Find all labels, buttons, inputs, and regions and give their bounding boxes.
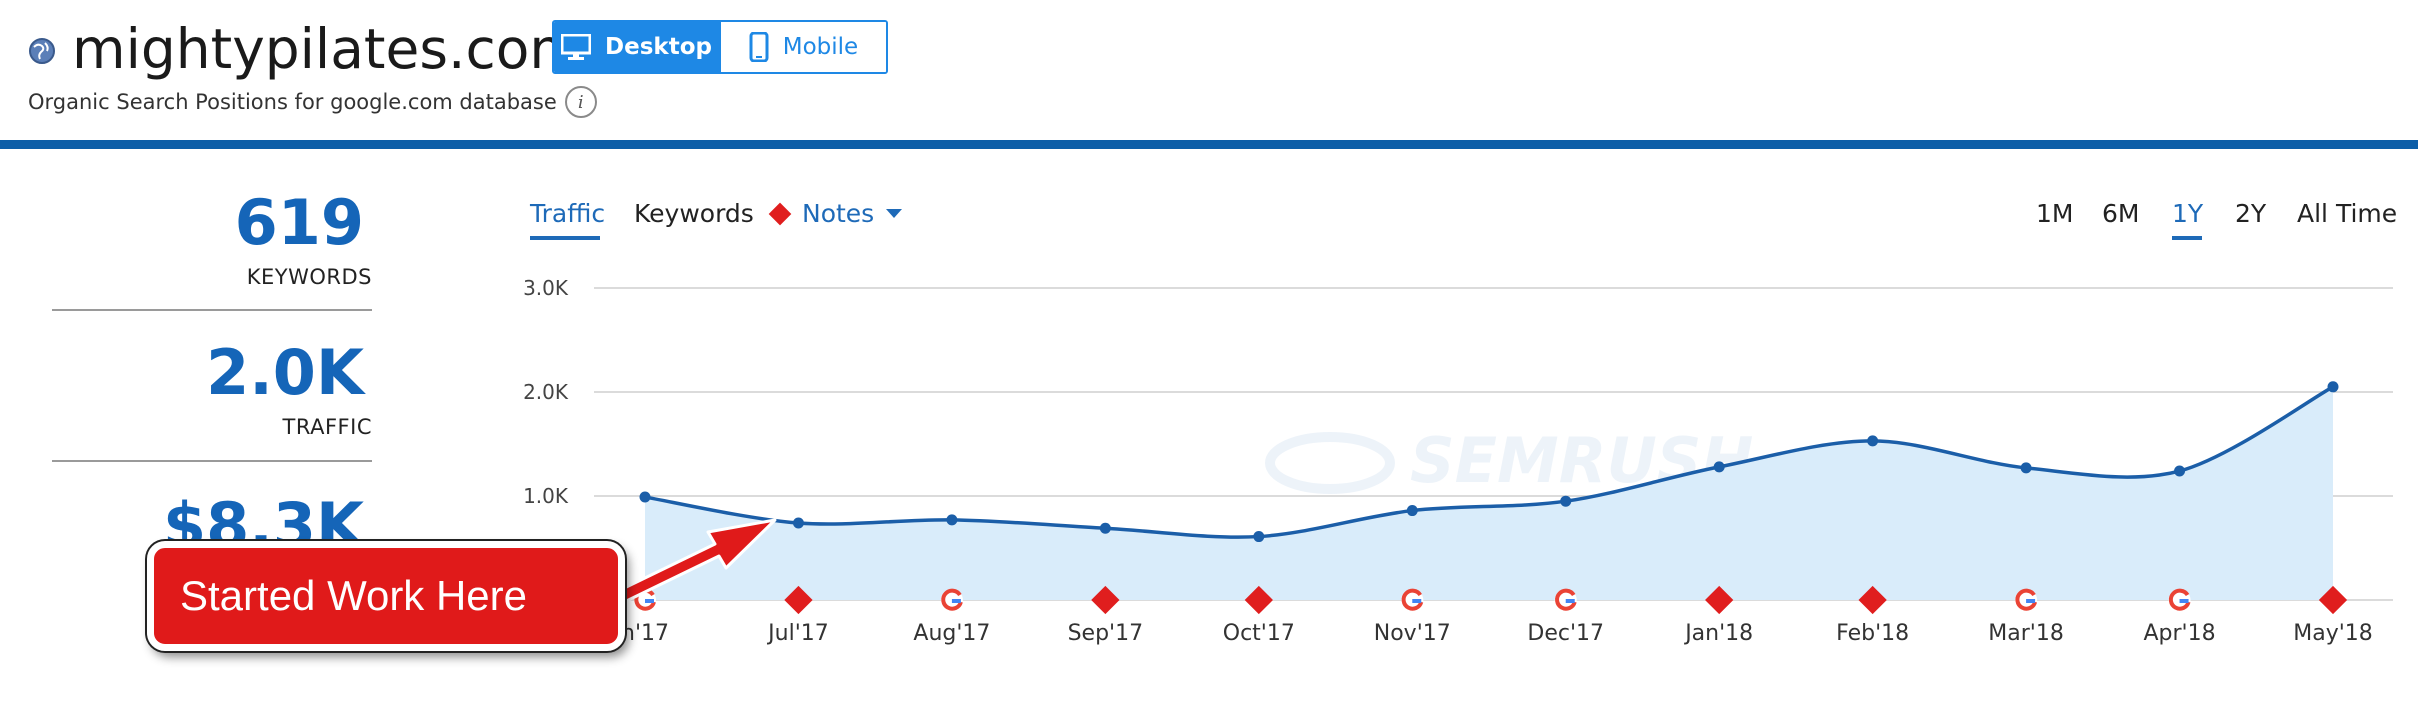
google-update-icon (1401, 588, 1424, 611)
x-tick-label: Apr'18 (2143, 621, 2215, 646)
globe-icon (29, 38, 55, 64)
data-point (2020, 462, 2032, 474)
keywords-label: KEYWORDS (246, 265, 372, 289)
google-update-icon (2168, 588, 2191, 611)
subtitle: Organic Search Positions for google.com … (28, 86, 597, 118)
data-point (639, 491, 651, 503)
desktop-button[interactable]: Desktop (554, 22, 719, 72)
desktop-button-label: Desktop (605, 34, 712, 60)
semrush-watermark-logo (1265, 432, 1395, 494)
range-all-time[interactable]: All Time (2297, 199, 2398, 228)
tab-notes[interactable]: Notes (768, 199, 903, 228)
x-tick-label: Oct'17 (1223, 621, 1295, 646)
data-point (1713, 461, 1725, 473)
traffic-area (645, 386, 2333, 600)
data-point (1560, 495, 1572, 507)
metric-divider (52, 309, 372, 311)
x-tick-label: Jan'18 (1683, 621, 1753, 646)
traffic-label: TRAFFIC (282, 415, 372, 439)
keywords-value: 619 (234, 186, 364, 259)
x-tick-label: Nov'17 (1374, 621, 1451, 646)
metric-divider (52, 460, 372, 462)
callout-text: Started Work Here (180, 572, 528, 619)
subtitle-text: Organic Search Positions for google.com … (28, 90, 557, 114)
note-marker-icon (2318, 585, 2348, 615)
data-point (2327, 381, 2339, 393)
traffic-cost-value: $8.3K (162, 490, 364, 546)
tab-notes-label: Notes (802, 199, 875, 228)
x-tick-label: Dec'17 (1527, 621, 1604, 646)
info-icon[interactable]: i (564, 86, 597, 118)
data-point (1406, 505, 1418, 517)
tab-traffic[interactable]: Traffic (530, 199, 606, 228)
traffic-value: 2.0K (206, 336, 364, 409)
phone-icon (749, 32, 769, 62)
x-tick-label: Feb'18 (1836, 621, 1909, 646)
note-marker-icon (1091, 585, 1120, 615)
x-tick-label: May'18 (2293, 621, 2373, 646)
note-marker-icon (1858, 585, 1887, 615)
range-2y[interactable]: 2Y (2235, 199, 2267, 228)
mobile-button-label: Mobile (782, 34, 859, 60)
google-update-icon (941, 588, 963, 611)
range-1m[interactable]: 1M (2036, 199, 2074, 228)
note-marker-icon (1244, 585, 1273, 615)
tab-traffic-underline (530, 236, 600, 240)
page-title: mightypilates.com (72, 17, 583, 81)
annotation-callout: Started Work Here (147, 541, 625, 651)
data-point (1867, 435, 1879, 447)
data-point (946, 514, 958, 526)
range-1y[interactable]: 1Y (2172, 199, 2204, 228)
data-point (2174, 465, 2186, 477)
monitor-icon (561, 34, 592, 60)
y-tick-label: 1.0K (523, 484, 569, 508)
y-tick-label: 2.0K (523, 380, 569, 404)
x-tick-label: Mar'18 (1988, 621, 2064, 646)
y-tick-label: 3.0K (523, 276, 569, 300)
range-1y-underline (2172, 236, 2202, 240)
google-update-icon (1555, 588, 1577, 611)
chevron-down-icon (886, 209, 903, 218)
data-point (792, 517, 804, 529)
x-tick-label: Sep'17 (1068, 621, 1144, 646)
traffic-line (644, 385, 2334, 539)
note-marker-icon (784, 585, 813, 615)
google-update-icon (2015, 588, 2038, 611)
mobile-button[interactable]: Mobile (719, 22, 886, 72)
x-tick-label: Jul'17 (766, 621, 829, 646)
device-toggle: Desktop Mobile (552, 20, 888, 74)
header-divider (0, 140, 2418, 149)
range-6m[interactable]: 6M (2102, 199, 2140, 228)
x-tick-label: n'17 (621, 621, 669, 646)
callout-arrow (610, 518, 777, 608)
data-point (1099, 522, 1111, 534)
data-point (1253, 531, 1265, 543)
note-marker-icon (1705, 585, 1734, 615)
tab-keywords[interactable]: Keywords (634, 199, 754, 228)
x-tick-label: Aug'17 (913, 621, 990, 646)
